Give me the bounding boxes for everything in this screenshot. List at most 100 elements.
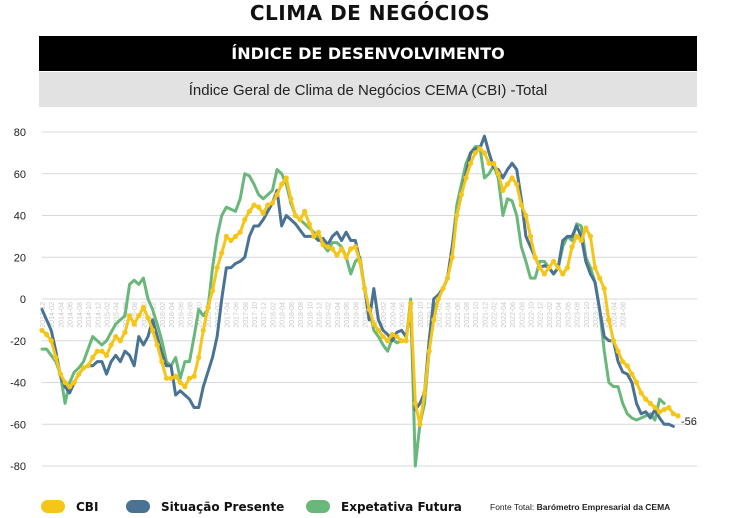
cbi-point (196, 354, 202, 361)
cbi-point (48, 338, 54, 344)
cbi-point (85, 363, 91, 369)
cbi-point (329, 246, 335, 252)
cbi-point (57, 371, 64, 377)
y-tick-label: 40 (14, 211, 26, 223)
cbi-point (647, 400, 653, 406)
cbi-point (71, 379, 77, 386)
cbi-point (168, 375, 174, 381)
x-tick-label: 2016-08 (187, 302, 194, 328)
y-tick-label: -60 (10, 419, 26, 431)
cbi-point (288, 196, 294, 202)
section-banner: ÍNDICE DE DESENVOLVIMENTO (39, 36, 697, 71)
cbi-point (219, 250, 225, 256)
legend-label-cbi: CBI (76, 500, 99, 514)
x-tick-label: 2015-10 (141, 302, 148, 328)
x-tick-label: 2014-10 (86, 302, 93, 328)
x-tick-label: 2021-04 (446, 302, 453, 328)
x-axis-ticks: 2013-12 2014-02 2014-04 2014-06 2014-08 2014-… (40, 302, 628, 328)
cbi-point (126, 313, 133, 319)
cbi-point (527, 233, 534, 239)
x-tick-label: 2024-04 (611, 302, 618, 328)
cbi-markers (39, 146, 681, 427)
cbi-point (592, 265, 598, 271)
cbi-point (564, 265, 570, 271)
cbi-point (366, 306, 372, 313)
x-tick-label: 2014-06 (68, 302, 75, 328)
x-tick-label: 2019-10 (363, 302, 370, 328)
cbi-point (555, 265, 561, 271)
cbi-point (472, 150, 478, 156)
cbi-point (615, 348, 621, 354)
x-tick-label: 2016-06 (178, 302, 185, 328)
cbi-point (606, 317, 612, 323)
y-tick-label: -20 (10, 336, 26, 348)
cbi-point (237, 229, 243, 235)
x-tick-label: 2023-04 (556, 302, 563, 328)
cbi-point (76, 371, 82, 377)
cbi-point (348, 246, 354, 252)
x-tick-label: 2020-04 (390, 302, 397, 328)
cbi-point (131, 321, 137, 327)
cbi-point (279, 181, 285, 187)
cbi-point (629, 371, 635, 377)
cbi-point (656, 409, 663, 415)
x-tick-label: 2015-04 (114, 302, 121, 328)
cbi-point (320, 242, 326, 248)
x-tick-label: 2014-02 (49, 302, 56, 328)
x-tick-label: 2017-10 (252, 302, 259, 328)
cbi-point (426, 348, 432, 354)
cbi-point (297, 217, 303, 223)
x-tick-label: 2021-06 (455, 302, 462, 328)
cbi-point (362, 285, 368, 292)
x-tick-label: 2019-04 (335, 302, 342, 328)
y-tick-label: 0 (20, 294, 26, 306)
x-tick-label: 2023-06 (565, 302, 572, 328)
x-tick-label: 2018-10 (307, 302, 314, 328)
cbi-point (186, 375, 193, 381)
cbi-point (444, 275, 451, 281)
x-tick-label: 2021-02 (436, 302, 443, 328)
source-prefix: Fonte Total: (490, 502, 535, 512)
x-tick-label: 2022-08 (519, 302, 526, 328)
x-tick-label: 2018-04 (280, 302, 287, 328)
y-tick-label: -80 (10, 461, 26, 473)
cbi-point (675, 413, 681, 419)
x-tick-label: 2016-02 (160, 302, 167, 328)
cbi-point (477, 146, 483, 152)
cbi-point (421, 390, 428, 396)
cbi-point (532, 254, 538, 260)
chart-subtitle: Índice Geral de Clima de Negócios CEMA (… (39, 72, 697, 107)
x-tick-label: 2018-06 (289, 302, 296, 328)
series-lines (40, 134, 680, 468)
cbi-point (583, 225, 589, 231)
x-tick-label: 2022-02 (492, 302, 499, 328)
gridlines (42, 131, 697, 467)
cbi-point (403, 338, 409, 344)
cbi-point (117, 338, 123, 344)
legend-item-situacao-presente: Situação Presente (126, 498, 284, 516)
cbi-point (666, 404, 672, 411)
x-tick-label: 2014-08 (77, 302, 84, 328)
cbi-point (431, 317, 437, 323)
cbi-point (417, 421, 423, 427)
cbi-point (463, 175, 469, 181)
x-tick-label: 2016-12 (206, 302, 213, 328)
cbi-point (481, 150, 488, 156)
x-tick-label: 2024-02 (602, 302, 609, 328)
x-tick-label: 2022-12 (538, 302, 545, 328)
cbi-point (228, 237, 234, 244)
cbi-point (108, 342, 114, 348)
cbi-point (661, 407, 667, 413)
cbi-point (352, 244, 358, 250)
cbi-point (398, 338, 405, 344)
cbi-point (454, 212, 460, 219)
x-tick-label: 2023-02 (547, 302, 554, 328)
cbi-point (191, 373, 197, 379)
cbi-point (306, 221, 312, 227)
cbi-point (408, 300, 414, 306)
cbi-point (94, 348, 100, 354)
cbi-point (633, 379, 640, 386)
x-tick-label: 2021-10 (473, 302, 480, 328)
cbi-point (53, 354, 59, 361)
cbi-point (99, 348, 105, 354)
